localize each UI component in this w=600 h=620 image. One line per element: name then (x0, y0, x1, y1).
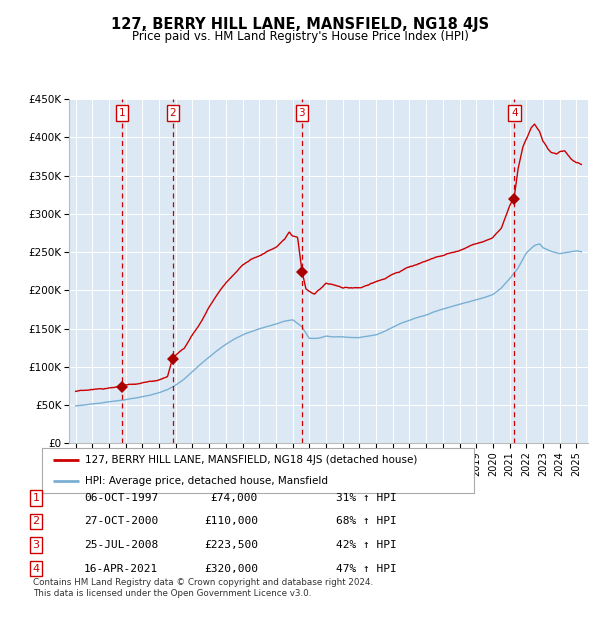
Text: Price paid vs. HM Land Registry's House Price Index (HPI): Price paid vs. HM Land Registry's House … (131, 30, 469, 43)
Text: 4: 4 (32, 564, 40, 574)
Text: 1: 1 (119, 108, 125, 118)
Text: HPI: Average price, detached house, Mansfield: HPI: Average price, detached house, Mans… (85, 476, 328, 485)
Text: 2: 2 (32, 516, 40, 526)
Text: 25-JUL-2008: 25-JUL-2008 (84, 540, 158, 550)
Text: 06-OCT-1997: 06-OCT-1997 (84, 493, 158, 503)
Text: 127, BERRY HILL LANE, MANSFIELD, NG18 4JS (detached house): 127, BERRY HILL LANE, MANSFIELD, NG18 4J… (85, 455, 418, 465)
Text: £223,500: £223,500 (204, 540, 258, 550)
Text: Contains HM Land Registry data © Crown copyright and database right 2024.: Contains HM Land Registry data © Crown c… (33, 578, 373, 587)
Text: 42% ↑ HPI: 42% ↑ HPI (336, 540, 397, 550)
Text: 16-APR-2021: 16-APR-2021 (84, 564, 158, 574)
Text: 27-OCT-2000: 27-OCT-2000 (84, 516, 158, 526)
Text: 1: 1 (32, 493, 40, 503)
Text: £110,000: £110,000 (204, 516, 258, 526)
Text: £74,000: £74,000 (211, 493, 258, 503)
Text: 47% ↑ HPI: 47% ↑ HPI (336, 564, 397, 574)
Text: This data is licensed under the Open Government Licence v3.0.: This data is licensed under the Open Gov… (33, 588, 311, 598)
Text: 31% ↑ HPI: 31% ↑ HPI (336, 493, 397, 503)
Text: 4: 4 (511, 108, 518, 118)
Text: £320,000: £320,000 (204, 564, 258, 574)
Text: 3: 3 (32, 540, 40, 550)
Text: 2: 2 (169, 108, 176, 118)
Text: 3: 3 (299, 108, 305, 118)
Text: 127, BERRY HILL LANE, MANSFIELD, NG18 4JS: 127, BERRY HILL LANE, MANSFIELD, NG18 4J… (111, 17, 489, 32)
Text: 68% ↑ HPI: 68% ↑ HPI (336, 516, 397, 526)
